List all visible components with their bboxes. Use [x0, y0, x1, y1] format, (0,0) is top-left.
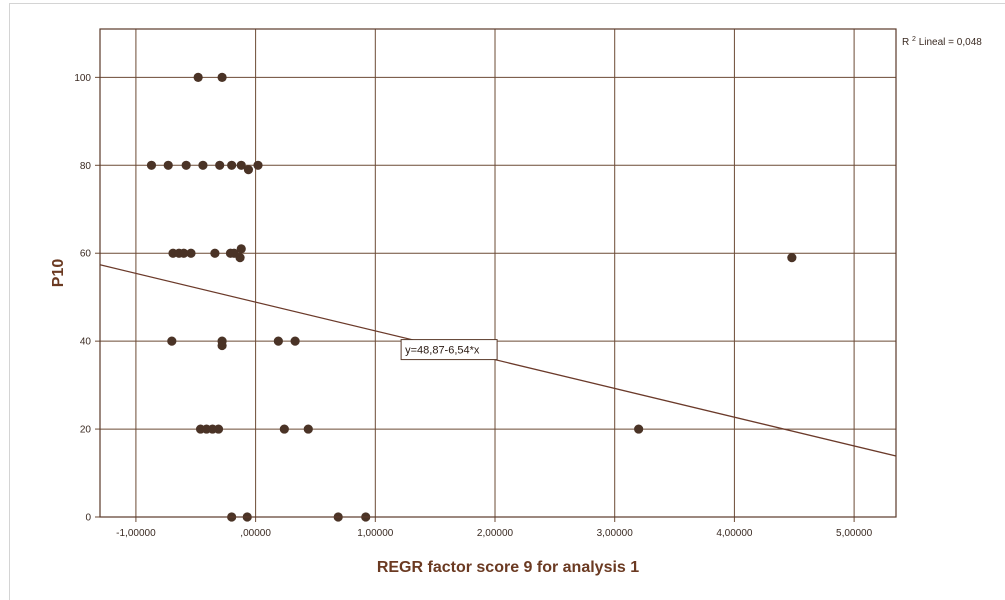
data-point	[217, 340, 227, 351]
y-axis-title: P10	[50, 259, 67, 288]
data-point	[213, 424, 224, 434]
data-point	[787, 253, 797, 263]
tick-labels: -1,00000 ,00000 1,00000 2,00000 3,00000 4,000…	[74, 73, 872, 539]
x-tick-label: ,00000	[240, 528, 271, 539]
fit-equation-text: y=48,87-6,54*x	[405, 345, 480, 357]
x-tick-label: 3,00000	[597, 528, 634, 539]
data-point	[236, 244, 246, 254]
plot-area	[99, 28, 897, 518]
x-tick-label: -1,00000	[116, 528, 156, 539]
data-point	[243, 165, 254, 175]
data-point	[227, 160, 237, 170]
fit-equation-label: y=48,87-6,54*x	[400, 339, 498, 361]
r-squared-prefix: R	[902, 37, 909, 48]
data-point	[273, 336, 283, 346]
data-point	[236, 160, 246, 170]
x-tick-label: 5,00000	[836, 528, 873, 539]
fit-line	[99, 264, 897, 457]
data-point	[253, 160, 263, 170]
data-point	[210, 248, 220, 258]
data-point	[279, 424, 289, 434]
data-point	[634, 424, 644, 434]
data-point	[181, 160, 191, 170]
x-axis-title: REGR factor score 9 for analysis 1	[377, 559, 639, 576]
data-point	[290, 336, 300, 346]
y-tick-label: 100	[74, 73, 91, 84]
fit-line-group	[99, 264, 897, 457]
y-tick-label: 60	[80, 249, 92, 260]
data-point	[146, 160, 157, 170]
fit-equation-box	[400, 339, 498, 361]
x-tick-label: 1,00000	[357, 528, 394, 539]
data-point	[198, 160, 208, 170]
r-squared-superscript: 2	[912, 36, 916, 43]
data-point	[215, 160, 225, 170]
data-point	[193, 72, 203, 82]
y-tick-label: 80	[80, 161, 92, 172]
y-tick-label: 40	[80, 337, 92, 348]
y-tick-label: 20	[80, 425, 92, 436]
y-tick-label: 0	[85, 513, 91, 524]
data-points	[146, 72, 797, 522]
data-point	[235, 253, 245, 263]
grid	[95, 29, 896, 522]
data-point	[179, 248, 189, 258]
data-point	[217, 72, 227, 82]
x-tick-label: 4,00000	[716, 528, 753, 539]
r-squared-value: Lineal = 0,048	[919, 37, 983, 48]
scatter-chart: -1,00000 ,00000 1,00000 2,00000 3,00000 4,000…	[50, 28, 982, 576]
x-tick-label: 2,00000	[477, 528, 514, 539]
data-point	[186, 248, 196, 258]
data-point	[167, 336, 177, 346]
data-point	[163, 160, 173, 170]
chart-frame: -1,00000 ,00000 1,00000 2,00000 3,00000 4,000…	[9, 3, 1005, 600]
data-point	[303, 424, 313, 434]
r-squared-label: R 2 Lineal = 0,048	[902, 33, 982, 48]
